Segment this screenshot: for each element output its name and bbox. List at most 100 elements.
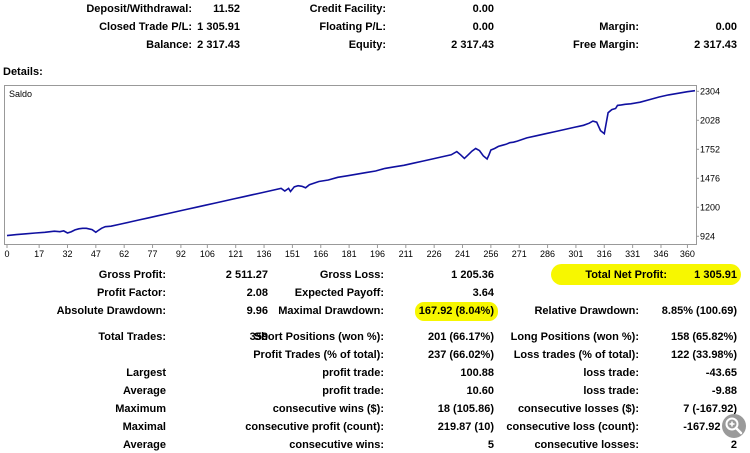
floating-pl-label: Floating P/L: xyxy=(319,21,386,33)
maximal-consec-loss-label: consecutive loss (count): xyxy=(506,421,639,433)
average-loss-label: loss trade: xyxy=(583,385,639,397)
saldo-series-line xyxy=(6,89,696,237)
avg-consec-wins-label: consecutive wins: xyxy=(289,439,384,451)
y-tick-label: 1752 xyxy=(700,144,720,154)
gross-profit-value: 2 511.27 xyxy=(225,269,268,281)
profit-trades-label: Profit Trades (% of total): xyxy=(253,349,384,361)
x-tick-label: 136 xyxy=(257,249,272,259)
short-positions-value: 201 (66.17%) xyxy=(427,331,494,343)
x-tick-label: 32 xyxy=(62,249,72,259)
credit-facility-value: 0.00 xyxy=(472,3,494,15)
floating-pl-value: 0.00 xyxy=(472,21,494,33)
avg-consec-wins-value: 5 xyxy=(487,439,494,451)
equity-label: Equity: xyxy=(348,39,386,51)
x-tick-label: 62 xyxy=(119,249,129,259)
x-tick-label: 151 xyxy=(285,249,300,259)
x-tick-label: 106 xyxy=(200,249,215,259)
largest-loss-label: loss trade: xyxy=(583,367,639,379)
maximal-drawdown-label: Maximal Drawdown: xyxy=(278,305,384,317)
largest-profit-value: 100.88 xyxy=(460,367,494,379)
x-tick-label: 256 xyxy=(483,249,498,259)
largest-profit-label: profit trade: xyxy=(322,367,384,379)
x-tick-label: 92 xyxy=(176,249,186,259)
total-trades-value: 359 xyxy=(249,331,268,343)
margin-value: 0.00 xyxy=(715,21,737,33)
expected-payoff-label: Expected Payoff: xyxy=(294,287,384,299)
x-tick-label: 360 xyxy=(680,249,695,259)
chart-background xyxy=(0,84,750,262)
loss-trades-value: 122 (33.98%) xyxy=(670,349,737,361)
total-trades-label: Total Trades: xyxy=(98,331,166,343)
long-positions-value: 158 (65.82%) xyxy=(670,331,737,343)
x-tick-label: 17 xyxy=(34,249,44,259)
expected-payoff-value: 3.64 xyxy=(472,287,494,299)
relative-drawdown-label: Relative Drawdown: xyxy=(534,305,639,317)
gross-loss-label: Gross Loss: xyxy=(319,269,384,281)
long-positions-label: Long Positions (won %): xyxy=(510,331,639,343)
x-tick-label: 226 xyxy=(427,249,442,259)
x-tick-label: 271 xyxy=(512,249,527,259)
zoom-in-icon xyxy=(725,417,743,435)
closed-trade-pl-label: Closed Trade P/L: xyxy=(99,21,192,33)
closed-trade-pl-value: 1 305.91 xyxy=(197,21,240,33)
credit-facility-label: Credit Facility: xyxy=(309,3,386,15)
chart-title: Saldo xyxy=(9,89,32,99)
x-tick-label: 301 xyxy=(568,249,583,259)
x-tick-label: 166 xyxy=(313,249,328,259)
max-consec-losses-label: consecutive losses ($): xyxy=(517,403,639,415)
x-tick-label: 286 xyxy=(540,249,555,259)
x-tick-label: 181 xyxy=(342,249,357,259)
zoom-in-button[interactable] xyxy=(722,414,746,438)
max-consec-wins-value: 18 (105.86) xyxy=(437,403,494,415)
max-consec-wins-label: consecutive wins ($): xyxy=(272,403,384,415)
maximal-label: Maximal xyxy=(122,421,166,433)
y-tick-label: 2028 xyxy=(700,115,720,125)
gross-profit-label: Gross Profit: xyxy=(98,269,166,281)
maximum-label: Maximum xyxy=(115,403,166,415)
profit-factor-label: Profit Factor: xyxy=(96,287,166,299)
relative-drawdown-value: 8.85% (100.69) xyxy=(661,305,737,317)
total-net-profit-value: 1 305.91 xyxy=(694,269,737,281)
avg-consec-losses-label: consecutive losses: xyxy=(534,439,639,451)
average-profit-label: profit trade: xyxy=(322,385,384,397)
x-tick-label: 346 xyxy=(653,249,668,259)
x-tick-label: 47 xyxy=(91,249,101,259)
x-tick-label: 241 xyxy=(455,249,470,259)
x-tick-label: 121 xyxy=(228,249,243,259)
total-net-profit-label: Total Net Profit: xyxy=(585,269,667,281)
average-label: Average xyxy=(122,385,166,397)
net-profit-highlight xyxy=(551,264,741,285)
average2-label: Average xyxy=(122,439,166,451)
maximal-consec-profit-label: consecutive profit (count): xyxy=(245,421,384,433)
x-tick-label: 316 xyxy=(597,249,612,259)
y-tick-label: 924 xyxy=(700,231,715,241)
x-tick-label: 211 xyxy=(399,249,413,259)
deposit-withdrawal-value: 11.52 xyxy=(213,3,240,15)
y-tick-label: 1476 xyxy=(700,173,720,183)
equity-value: 2 317.43 xyxy=(451,39,494,51)
free-margin-value: 2 317.43 xyxy=(694,39,737,51)
balance-label: Balance: xyxy=(146,39,192,51)
average-profit-value: 10.60 xyxy=(466,385,494,397)
plot-frame xyxy=(4,85,697,245)
short-positions-label: Short Positions (won %): xyxy=(253,331,384,343)
x-tick-label: 331 xyxy=(625,249,640,259)
profit-trades-value: 237 (66.02%) xyxy=(427,349,494,361)
saldo-chart: Saldo 0 17 32 47 62 77 92 106 121 136 151 166 181 196… xyxy=(0,84,750,262)
loss-trades-label: Loss trades (% of total): xyxy=(513,349,639,361)
free-margin-label: Free Margin: xyxy=(572,39,639,51)
x-tick-label: 0 xyxy=(4,249,9,259)
max-consec-losses-value: 7 (-167.92) xyxy=(683,403,737,415)
x-tick-label: 77 xyxy=(148,249,158,259)
largest-loss-value: -43.65 xyxy=(705,367,737,379)
profit-factor-value: 2.08 xyxy=(246,287,268,299)
absolute-drawdown-label: Absolute Drawdown: xyxy=(56,305,166,317)
y-tick-label: 2304 xyxy=(700,86,720,96)
absolute-drawdown-value: 9.96 xyxy=(246,305,268,317)
details-label: Details: xyxy=(3,66,43,78)
y-tick-label: 1200 xyxy=(700,202,720,212)
gross-loss-value: 1 205.36 xyxy=(451,269,494,281)
x-tick-label: 196 xyxy=(370,249,385,259)
balance-value: 2 317.43 xyxy=(197,39,240,51)
average-loss-value: -9.88 xyxy=(711,385,737,397)
